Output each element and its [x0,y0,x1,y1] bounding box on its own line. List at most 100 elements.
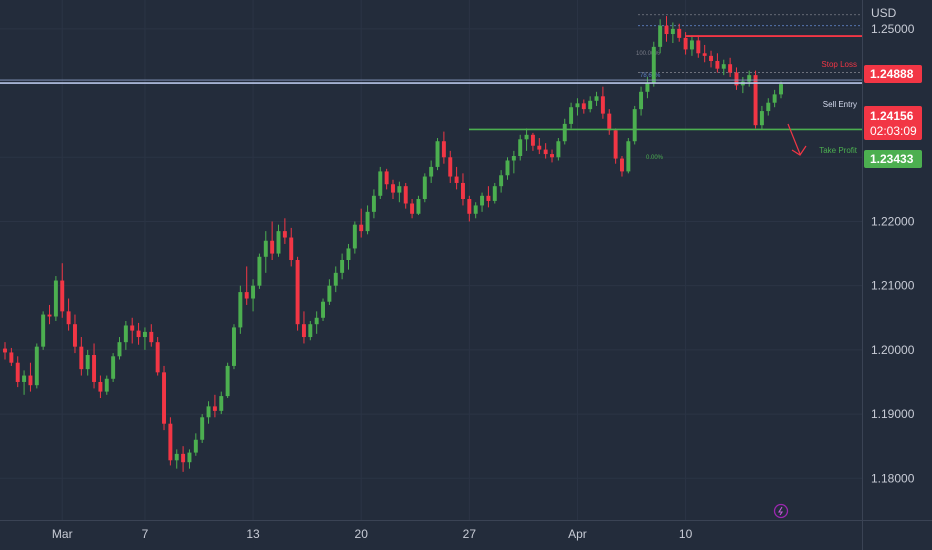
y-tick-label: 1.25000 [871,22,915,36]
candle-body [600,96,605,114]
candle-body [537,145,542,150]
x-tick-label: 13 [246,527,260,541]
candle-body [651,46,656,84]
candle-body [626,141,631,172]
candle-body [28,375,33,386]
candle-body [632,109,637,142]
stop-loss-label: Stop Loss [821,60,857,69]
candle-body [391,184,395,193]
candle-body [117,342,122,357]
candle-body [155,342,160,373]
candle-body [639,91,644,110]
candle-body [575,103,580,108]
candle-body [9,352,14,363]
x-tick-label: 10 [679,527,693,541]
candle-body [530,134,535,146]
candle-body [569,107,574,124]
candle-body [371,195,376,212]
candle-body [111,356,116,379]
fib-label-0: 0.00% [646,155,664,161]
candlestick-series [3,16,783,472]
grid [0,0,862,520]
candle-body [734,72,739,86]
candle-body [422,176,427,200]
candle-body [72,324,77,347]
fib-label-100: 100.00% [636,51,660,57]
candle-body [613,130,618,159]
candle-body [715,60,720,69]
candle-body [486,195,491,201]
candle-body [340,260,345,273]
candle-body [301,324,306,338]
candle-body [779,84,783,95]
candle-body [263,240,268,257]
x-tick-label: Mar [52,527,73,541]
candle-body [689,40,694,50]
fib-label-78: 78.60% [640,73,661,79]
take-profit-label: Take Profit [819,146,858,155]
candle-body [168,423,173,461]
candle-body [696,40,701,54]
candle-body [524,134,529,140]
candle-body [123,325,128,343]
candle-body [92,355,97,382]
candle-body [321,301,326,318]
y-tick-label: 1.18000 [871,471,915,485]
candle-body [174,453,179,461]
y-tick-label: 1.19000 [871,407,915,421]
candle-body [104,378,109,392]
candle-body [677,28,682,38]
candle-body [34,346,39,386]
trade-levels[interactable]: Stop Loss Sell Entry Take Profit [0,35,862,155]
take-profit-price: 1.23433 [870,152,914,166]
take-profit-badge [864,150,922,168]
candle-body [206,406,211,418]
candle-body [98,381,103,392]
candle-body [295,260,300,325]
candle-body [410,203,415,214]
candle-body [308,324,313,338]
candle-body [289,237,294,260]
candle-body [753,75,758,126]
y-tick-label: 1.20000 [871,343,915,357]
arrow-shaft [787,123,801,155]
candle-body [238,292,243,328]
time-axis[interactable]: Mar 7 13 20 27 Apr 10 [52,527,693,541]
candle-body [702,53,707,56]
candle-body [181,453,186,463]
candle-body [543,149,548,155]
fibonacci-retracement[interactable]: 100.00% 78.60% 0.00% [636,14,862,161]
candle-body [225,365,230,397]
candle-body [359,224,364,232]
candle-body [378,171,383,196]
candle-body [257,256,262,286]
candle-body [505,160,510,176]
candle-body [664,25,669,35]
candle-body [766,102,771,112]
candle-body [314,317,319,325]
candle-body [15,362,20,382]
stop-loss-badge [864,65,922,83]
candle-body [384,171,389,185]
candle-body [550,154,554,158]
candle-body [473,205,478,214]
x-tick-label: 27 [463,527,477,541]
candle-body [232,327,236,366]
candle-body [327,285,332,302]
x-tick-label: 7 [142,527,149,541]
candle-body [448,157,453,177]
candle-body [499,175,504,187]
candle-body [772,94,777,103]
currency-label: USD [871,6,897,20]
candle-body [60,280,65,312]
candle-body [670,28,675,35]
candle-body [467,199,472,214]
candle-body [403,186,408,204]
candle-body [142,331,147,338]
candle-body [518,139,523,156]
candle-body [352,224,357,249]
candle-body [683,37,688,50]
candle-body [41,314,46,347]
lightning-icon[interactable] [773,503,789,519]
